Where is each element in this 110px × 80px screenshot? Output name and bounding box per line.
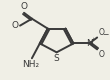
Text: O: O <box>98 28 104 36</box>
Text: S: S <box>54 54 60 63</box>
Text: NH₂: NH₂ <box>22 60 39 69</box>
Text: O: O <box>98 50 104 59</box>
Text: −: − <box>102 30 108 39</box>
Text: O: O <box>20 2 28 11</box>
Text: +: + <box>90 37 95 42</box>
Text: O: O <box>12 21 19 30</box>
Text: N: N <box>86 39 93 48</box>
